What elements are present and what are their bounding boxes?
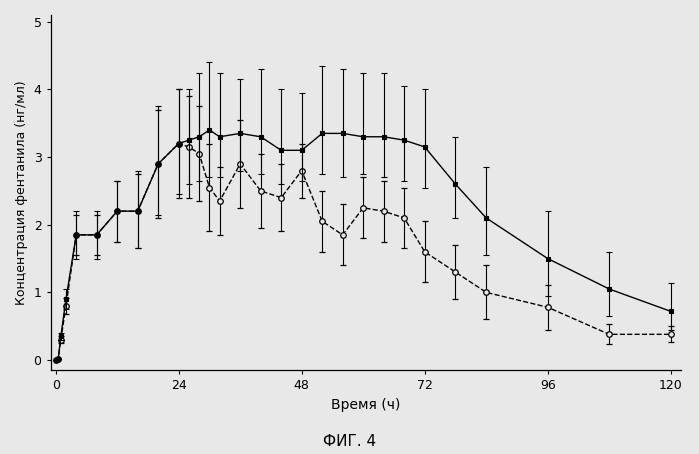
Text: ФИГ. 4: ФИГ. 4 <box>323 434 376 449</box>
X-axis label: Время (ч): Время (ч) <box>331 398 401 412</box>
Y-axis label: Концентрация фентанила (нг/мл): Концентрация фентанила (нг/мл) <box>15 80 28 305</box>
